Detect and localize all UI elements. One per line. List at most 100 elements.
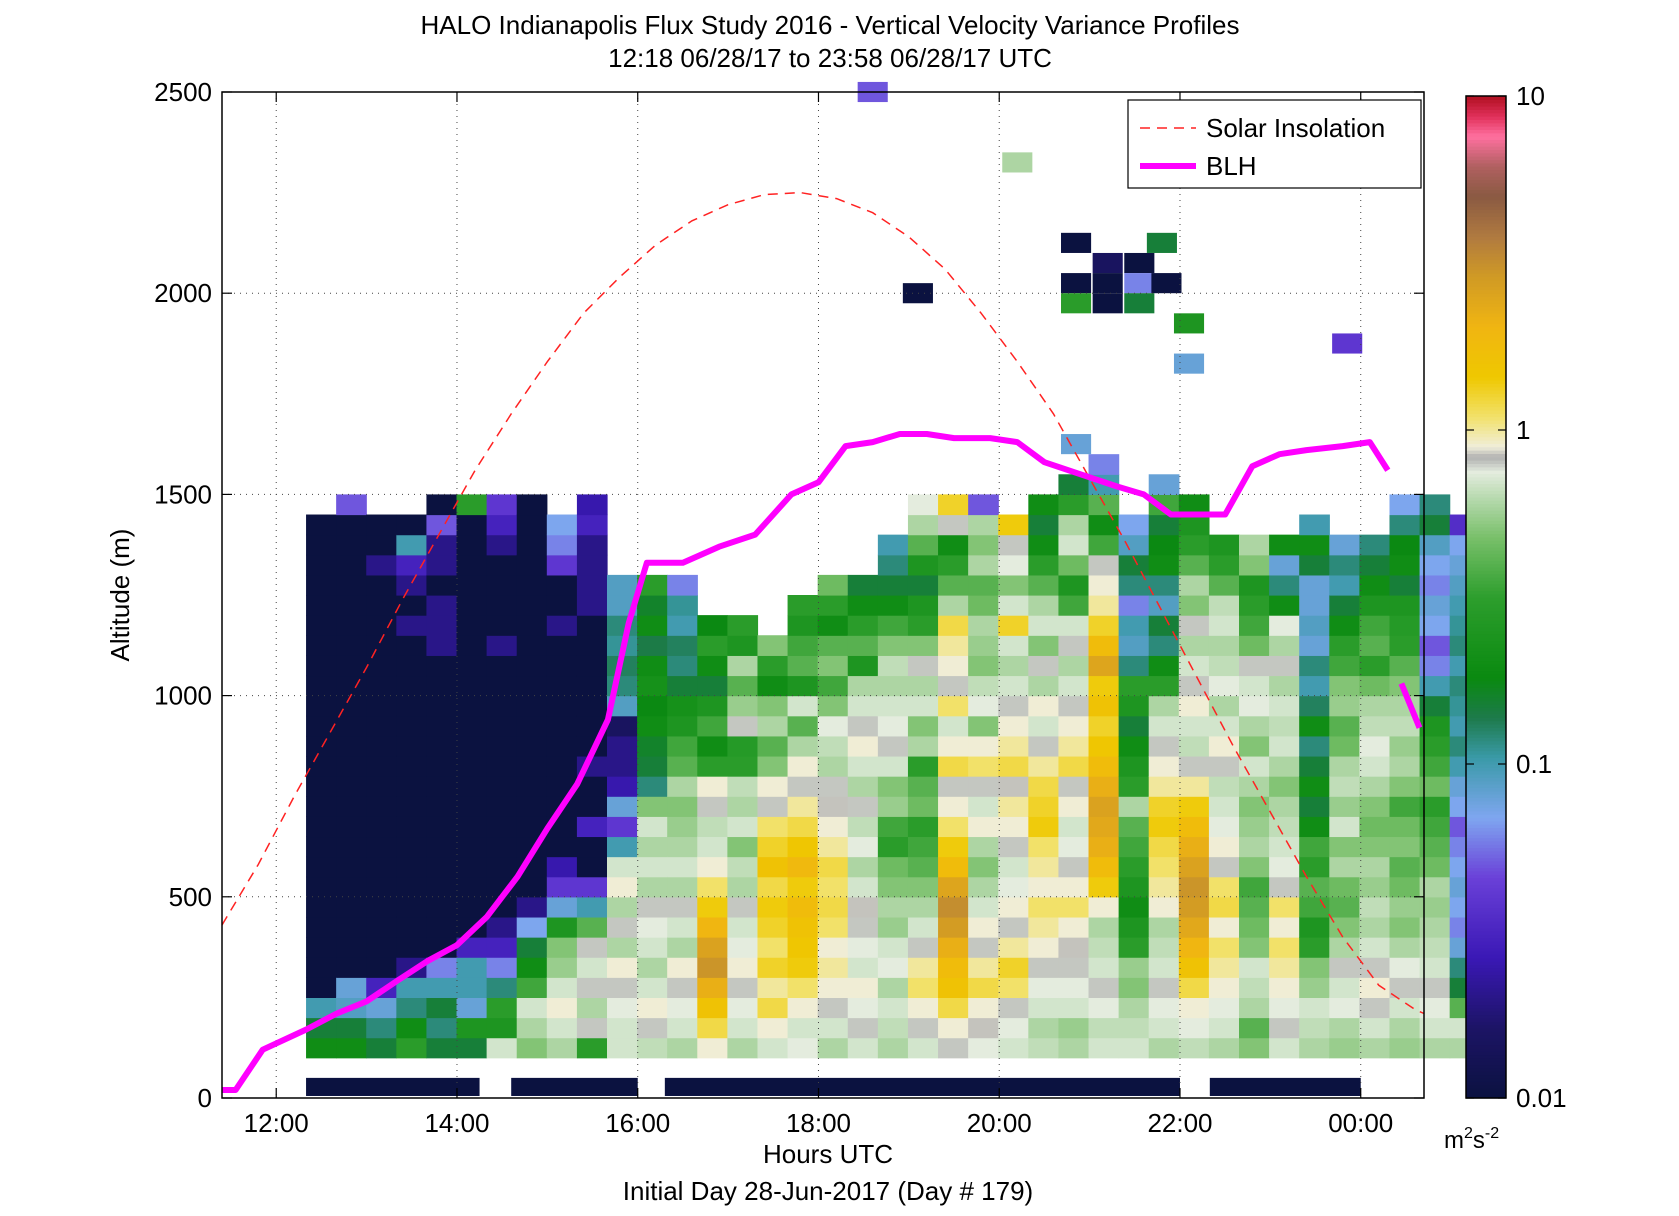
heatmap-cell-isolated	[1002, 152, 1033, 173]
heatmap-cell	[968, 876, 999, 898]
colorbar-segment	[1466, 1091, 1506, 1096]
heatmap-cell	[546, 715, 578, 737]
heatmap-cell	[847, 836, 879, 858]
heatmap-cell	[456, 675, 488, 697]
heatmap-cell	[1088, 715, 1120, 737]
heatmap-cell	[607, 977, 638, 998]
colorbar-segment	[1466, 96, 1506, 100]
x-tick-label: 18:00	[786, 1108, 851, 1138]
heatmap-cell	[938, 896, 969, 918]
heatmap-cell	[1178, 896, 1210, 918]
colorbar-segment	[1466, 179, 1506, 184]
heatmap-cell	[998, 856, 1029, 878]
colorbar-segment	[1466, 576, 1506, 581]
heatmap-cell	[546, 554, 578, 576]
heatmap-cell-isolated	[902, 283, 933, 304]
heatmap-cell	[456, 494, 488, 516]
heatmap-cell	[847, 1017, 879, 1039]
colorbar-segment	[1466, 346, 1506, 351]
heatmap-cell	[1269, 896, 1300, 918]
heatmap-cell	[1208, 1037, 1240, 1059]
heatmap-cell	[907, 896, 939, 918]
heatmap-cell	[697, 896, 728, 918]
heatmap-cell	[998, 615, 1029, 636]
heatmap-cell	[1239, 735, 1270, 757]
heatmap-cell	[1208, 655, 1240, 677]
heatmap-cell	[1299, 735, 1330, 757]
heatmap-cell	[1419, 514, 1451, 536]
heatmap-cell	[1269, 856, 1300, 878]
colorbar-segment	[1466, 657, 1506, 662]
heatmap-cell	[1088, 675, 1120, 697]
heatmap-cell	[336, 876, 367, 898]
heatmap-cell	[426, 836, 458, 858]
heatmap-cell	[1208, 796, 1240, 817]
colorbar-segment	[1466, 219, 1506, 224]
heatmap-cell	[1269, 997, 1300, 1019]
heatmap-cell	[667, 876, 698, 898]
ground-bars	[306, 1077, 1361, 1096]
colorbar-segment	[1466, 483, 1506, 488]
heatmap-cell	[426, 615, 458, 636]
heatmap-cell	[576, 957, 608, 978]
heatmap-cell	[1148, 856, 1180, 878]
colorbar-segment	[1466, 106, 1506, 110]
colorbar-segment	[1466, 687, 1506, 692]
colorbar-unit: m2s-2	[1444, 1125, 1499, 1154]
heatmap-cell	[757, 776, 789, 797]
heatmap-cell	[1148, 735, 1180, 757]
heatmap-cell	[486, 595, 518, 616]
heatmap-cell	[1329, 695, 1360, 717]
heatmap-cell	[1239, 695, 1270, 717]
heatmap-cell	[637, 977, 668, 998]
colorbar-segment	[1466, 757, 1506, 762]
heatmap-cell	[1269, 554, 1300, 576]
heatmap-cell	[877, 715, 909, 737]
heatmap-cell	[396, 1037, 428, 1059]
heatmap-cell	[396, 776, 428, 797]
heatmap-cell	[787, 695, 819, 717]
heatmap-cell	[907, 816, 939, 838]
heatmap-cell	[637, 695, 668, 717]
heatmap-cell	[1088, 776, 1120, 797]
heatmap-cell	[637, 796, 668, 817]
heatmap-cell	[938, 916, 969, 938]
heatmap-cell	[1058, 836, 1090, 858]
heatmap-cell	[907, 574, 939, 596]
colorbar-segment	[1466, 473, 1506, 478]
heatmap-cell	[877, 735, 909, 757]
heatmap-cell	[727, 655, 759, 677]
heatmap-cell	[426, 635, 458, 656]
colorbar-segment	[1466, 326, 1506, 331]
colorbar-segment	[1466, 102, 1506, 107]
heatmap-cell	[847, 635, 879, 656]
heatmap-cell	[1299, 957, 1330, 978]
heatmap-cell	[396, 796, 428, 817]
heatmap-cell	[1088, 916, 1120, 938]
heatmap-cell	[1178, 977, 1210, 998]
heatmap-cell	[757, 635, 789, 656]
heatmap-cell	[667, 595, 698, 616]
heatmap-cell	[757, 876, 789, 898]
heatmap-cell	[1118, 816, 1150, 838]
heatmap-cell	[1269, 715, 1300, 737]
heatmap-cell	[787, 1017, 819, 1039]
heatmap-cell	[727, 635, 759, 656]
heatmap-cell	[968, 595, 999, 616]
heatmap-cell	[637, 574, 668, 596]
colorbar-segment	[1466, 496, 1506, 501]
heatmap-cell	[1269, 937, 1300, 958]
heatmap-cell	[426, 514, 458, 536]
heatmap-cell	[516, 514, 548, 536]
heatmap-cell	[306, 615, 337, 636]
heatmap-cell	[426, 977, 458, 998]
heatmap-cell	[1178, 916, 1210, 938]
heatmap-cell	[998, 916, 1029, 938]
colorbar-segment	[1466, 817, 1506, 822]
heatmap-cell	[396, 695, 428, 717]
colorbar-segment	[1466, 954, 1506, 959]
heatmap-cell	[1058, 655, 1090, 677]
colorbar-segment	[1466, 720, 1506, 725]
colorbar-segment	[1466, 296, 1506, 301]
heatmap-cell	[757, 977, 789, 998]
